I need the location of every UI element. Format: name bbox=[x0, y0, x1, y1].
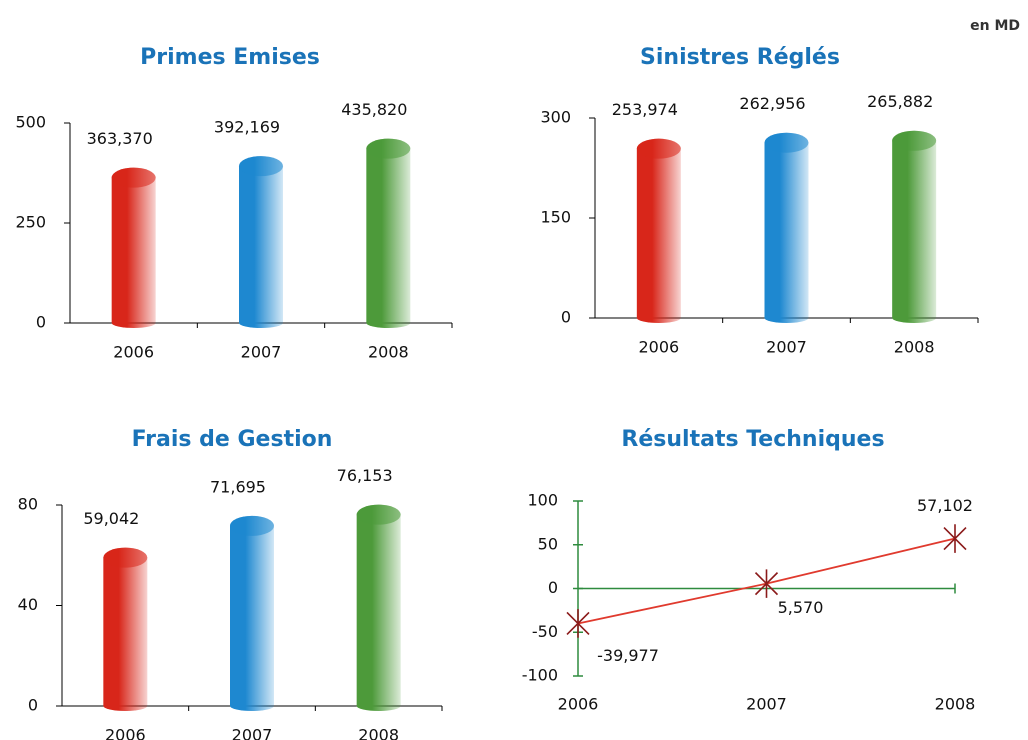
x-tick-label: 2007 bbox=[232, 726, 273, 740]
y-tick-label: 80 bbox=[18, 495, 38, 514]
bar-top bbox=[892, 130, 937, 151]
unit-note: en MD bbox=[970, 18, 1020, 34]
bar bbox=[356, 504, 401, 711]
chart-title: Primes Emises bbox=[140, 45, 320, 70]
y-tick-label: 0 bbox=[28, 696, 38, 715]
x-tick-label: 2006 bbox=[558, 695, 599, 714]
x-tick-label: 2007 bbox=[241, 343, 282, 362]
bar bbox=[764, 132, 809, 324]
value-label: 5,570 bbox=[778, 598, 824, 617]
y-tick-label: 300 bbox=[540, 108, 571, 127]
x-tick-label: 2006 bbox=[638, 338, 679, 357]
value-label: 262,956 bbox=[739, 94, 805, 113]
bar-top bbox=[239, 156, 283, 177]
chart-title: Résultats Techniques bbox=[621, 427, 884, 452]
marker bbox=[566, 609, 590, 638]
bar bbox=[636, 138, 681, 324]
x-tick-label: 2008 bbox=[368, 343, 409, 362]
y-tick-label: 0 bbox=[561, 308, 571, 327]
bar-top bbox=[103, 547, 148, 568]
bar bbox=[239, 156, 283, 328]
bar bbox=[230, 515, 274, 711]
value-label: 363,370 bbox=[87, 129, 153, 148]
x-tick-label: 2008 bbox=[894, 338, 935, 357]
bar-top bbox=[230, 515, 274, 536]
bar bbox=[892, 130, 937, 324]
x-tick-label: 2006 bbox=[113, 343, 154, 362]
value-label: 71,695 bbox=[210, 477, 266, 496]
x-tick-label: 2008 bbox=[358, 726, 399, 740]
bar bbox=[111, 167, 156, 329]
bar bbox=[366, 138, 411, 328]
chart-title: Frais de Gestion bbox=[132, 427, 333, 452]
y-tick-label: 500 bbox=[15, 113, 46, 132]
bar-top bbox=[764, 132, 809, 153]
value-label: 76,153 bbox=[337, 466, 393, 485]
value-label: -39,977 bbox=[597, 646, 659, 665]
y-tick-label: 0 bbox=[36, 313, 46, 332]
x-tick-label: 2008 bbox=[935, 695, 976, 714]
bar-top bbox=[111, 167, 156, 188]
x-tick-label: 2007 bbox=[746, 695, 787, 714]
chart-title: Sinistres Réglés bbox=[640, 45, 840, 70]
marker bbox=[943, 524, 967, 553]
y-tick-label: 0 bbox=[548, 578, 558, 597]
value-label: 59,042 bbox=[83, 509, 139, 528]
x-tick-label: 2007 bbox=[766, 338, 807, 357]
y-tick-label: -50 bbox=[532, 622, 558, 641]
value-label: 392,169 bbox=[214, 118, 280, 137]
y-tick-label: 150 bbox=[540, 208, 571, 227]
value-label: 57,102 bbox=[917, 496, 973, 515]
value-label: 253,974 bbox=[612, 100, 678, 119]
x-tick-label: 2006 bbox=[105, 726, 146, 740]
bar-top bbox=[356, 504, 401, 525]
bar-top bbox=[366, 138, 411, 159]
value-label: 435,820 bbox=[341, 100, 407, 119]
bar bbox=[103, 547, 148, 711]
y-tick-label: -100 bbox=[522, 666, 558, 685]
y-tick-label: 100 bbox=[527, 491, 558, 510]
value-label: 265,882 bbox=[867, 92, 933, 111]
bar-top bbox=[636, 138, 681, 159]
y-tick-label: 250 bbox=[15, 213, 46, 232]
marker bbox=[754, 569, 779, 598]
y-tick-label: 40 bbox=[18, 595, 38, 614]
y-tick-label: 50 bbox=[538, 534, 558, 553]
